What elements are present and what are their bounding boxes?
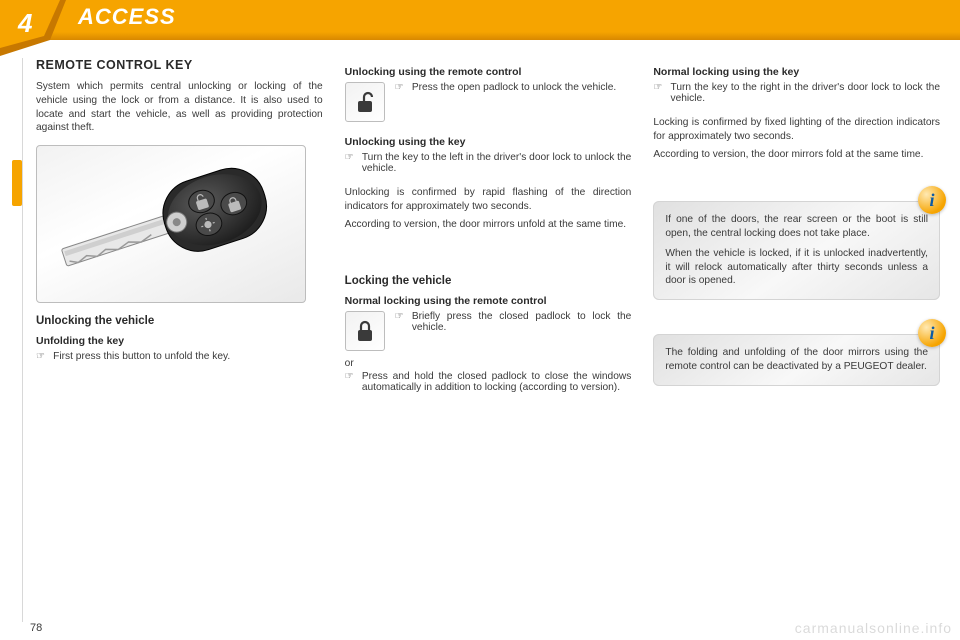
remote-lock-title: Normal locking using the remote control (345, 295, 632, 307)
remote-lock-text: Briefly press the closed padlock to lock… (412, 311, 632, 333)
chapter-number: 4 (18, 8, 32, 39)
header-title: ACCESS (78, 4, 176, 30)
info-callout-2: i The folding and unfolding of the door … (653, 334, 940, 386)
pointer-icon: ☞ (345, 152, 354, 174)
unlocking-vehicle-title: Unlocking the vehicle (36, 315, 323, 327)
callout1-p1: If one of the doors, the rear screen or … (665, 213, 928, 241)
page-number: 78 (30, 622, 42, 634)
key-lock-text: Turn the key to the right in the driver'… (670, 82, 940, 104)
left-divider (22, 58, 23, 622)
pointer-icon: ☞ (36, 351, 45, 362)
callout1-p2: When the vehicle is locked, if it is unl… (665, 247, 928, 288)
column-1: REMOTE CONTROL KEY System which permits … (36, 58, 323, 620)
side-tab (12, 160, 22, 206)
callout2-p1: The folding and unfolding of the door mi… (665, 346, 928, 374)
remote-unlock-bullet: ☞ Press the open padlock to unlock the v… (395, 82, 632, 93)
remote-unlock-text: Press the open padlock to unlock the veh… (412, 82, 632, 93)
key-illustration (36, 145, 306, 303)
remote-lock-hold-text: Press and hold the closed padlock to clo… (362, 371, 632, 393)
remote-lock-hold-bullet: ☞ Press and hold the closed padlock to c… (345, 371, 632, 393)
unlock-confirm-2: According to version, the door mirrors u… (345, 218, 632, 232)
key-unlock-bullet: ☞ Turn the key to the left in the driver… (345, 152, 632, 174)
or-label: or (345, 357, 632, 371)
open-padlock-icon (345, 82, 385, 122)
key-lock-title: Normal locking using the key (653, 66, 940, 78)
unlock-confirm-1: Unlocking is confirmed by rapid flashing… (345, 186, 632, 214)
key-lock-bullet: ☞ Turn the key to the right in the drive… (653, 82, 940, 104)
intro-text: System which permits central unlocking o… (36, 80, 323, 135)
key-unlock-title: Unlocking using the key (345, 136, 632, 148)
column-3: Normal locking using the key ☞ Turn the … (653, 58, 940, 620)
lock-confirm-2: According to version, the door mirrors f… (653, 148, 940, 162)
unfold-bullet: ☞ First press this button to unfold the … (36, 351, 323, 362)
column-2: Unlocking using the remote control ☞ Pre… (345, 58, 632, 620)
remote-lock-bullet: ☞ Briefly press the closed padlock to lo… (395, 311, 632, 333)
unfold-bullet-text: First press this button to unfold the ke… (53, 351, 323, 362)
pointer-icon: ☞ (395, 311, 404, 333)
pointer-icon: ☞ (395, 82, 404, 93)
info-icon: i (918, 186, 946, 214)
locking-vehicle-title: Locking the vehicle (345, 275, 632, 287)
chapter-corner: 4 (0, 0, 66, 56)
key-unlock-text: Turn the key to the left in the driver's… (362, 152, 632, 174)
info-icon: i (918, 319, 946, 347)
closed-padlock-icon (345, 311, 385, 351)
pointer-icon: ☞ (345, 371, 354, 393)
remote-unlock-title: Unlocking using the remote control (345, 66, 632, 78)
pointer-icon: ☞ (653, 82, 662, 104)
info-callout-1: i If one of the doors, the rear screen o… (653, 201, 940, 300)
unfolding-key-title: Unfolding the key (36, 335, 323, 347)
remote-key-title: REMOTE CONTROL KEY (36, 58, 323, 72)
watermark: carmanualsonline.info (795, 620, 952, 636)
lock-confirm-1: Locking is confirmed by fixed lighting o… (653, 116, 940, 144)
page-content: REMOTE CONTROL KEY System which permits … (36, 58, 940, 620)
